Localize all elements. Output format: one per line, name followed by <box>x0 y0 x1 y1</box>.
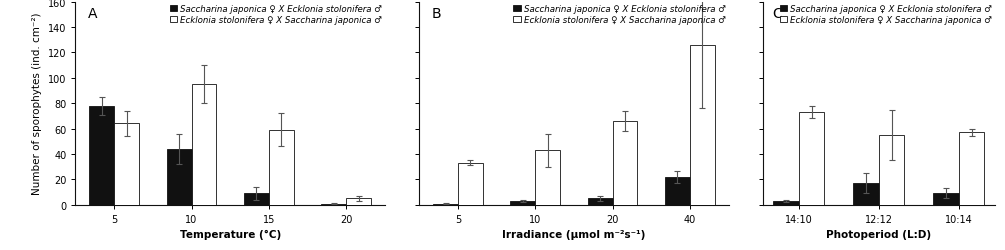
X-axis label: Temperature (°C): Temperature (°C) <box>180 230 280 239</box>
Bar <box>458 163 482 205</box>
Bar <box>89 106 115 205</box>
Bar <box>773 201 799 205</box>
Bar <box>346 199 371 205</box>
Bar <box>269 130 293 205</box>
X-axis label: Irradiance (μmol m⁻²s⁻¹): Irradiance (μmol m⁻²s⁻¹) <box>502 230 645 239</box>
Legend: Saccharina japonica ♀ X Ecklonia stolonifera ♂, Ecklonia stolonifera ♀ X Sacchar: Saccharina japonica ♀ X Ecklonia stoloni… <box>779 4 993 26</box>
Text: C: C <box>772 6 782 20</box>
Bar <box>689 46 715 205</box>
Bar <box>612 122 637 205</box>
Bar <box>115 124 139 205</box>
Y-axis label: Number of sporophytes (ind. cm⁻²): Number of sporophytes (ind. cm⁻²) <box>32 13 42 195</box>
Bar <box>511 201 536 205</box>
Bar <box>433 204 458 205</box>
Text: A: A <box>87 6 97 20</box>
Bar <box>244 194 269 205</box>
Bar <box>799 112 824 205</box>
Text: B: B <box>431 6 441 20</box>
Legend: Saccharina japonica ♀ X Ecklonia stolonifera ♂, Ecklonia stolonifera ♀ X Sacchar: Saccharina japonica ♀ X Ecklonia stoloni… <box>513 4 727 26</box>
Bar <box>536 150 560 205</box>
Legend: Saccharina japonica ♀ X Ecklonia stolonifera ♂, Ecklonia stolonifera ♀ X Sacchar: Saccharina japonica ♀ X Ecklonia stoloni… <box>169 4 383 26</box>
Bar <box>934 194 959 205</box>
Bar <box>878 136 904 205</box>
Bar <box>853 184 878 205</box>
X-axis label: Photoperiod (L:D): Photoperiod (L:D) <box>826 230 932 239</box>
Bar <box>192 85 216 205</box>
Bar <box>959 133 984 205</box>
Bar <box>665 177 689 205</box>
Bar <box>322 204 346 205</box>
Bar <box>588 199 612 205</box>
Bar <box>167 149 192 205</box>
